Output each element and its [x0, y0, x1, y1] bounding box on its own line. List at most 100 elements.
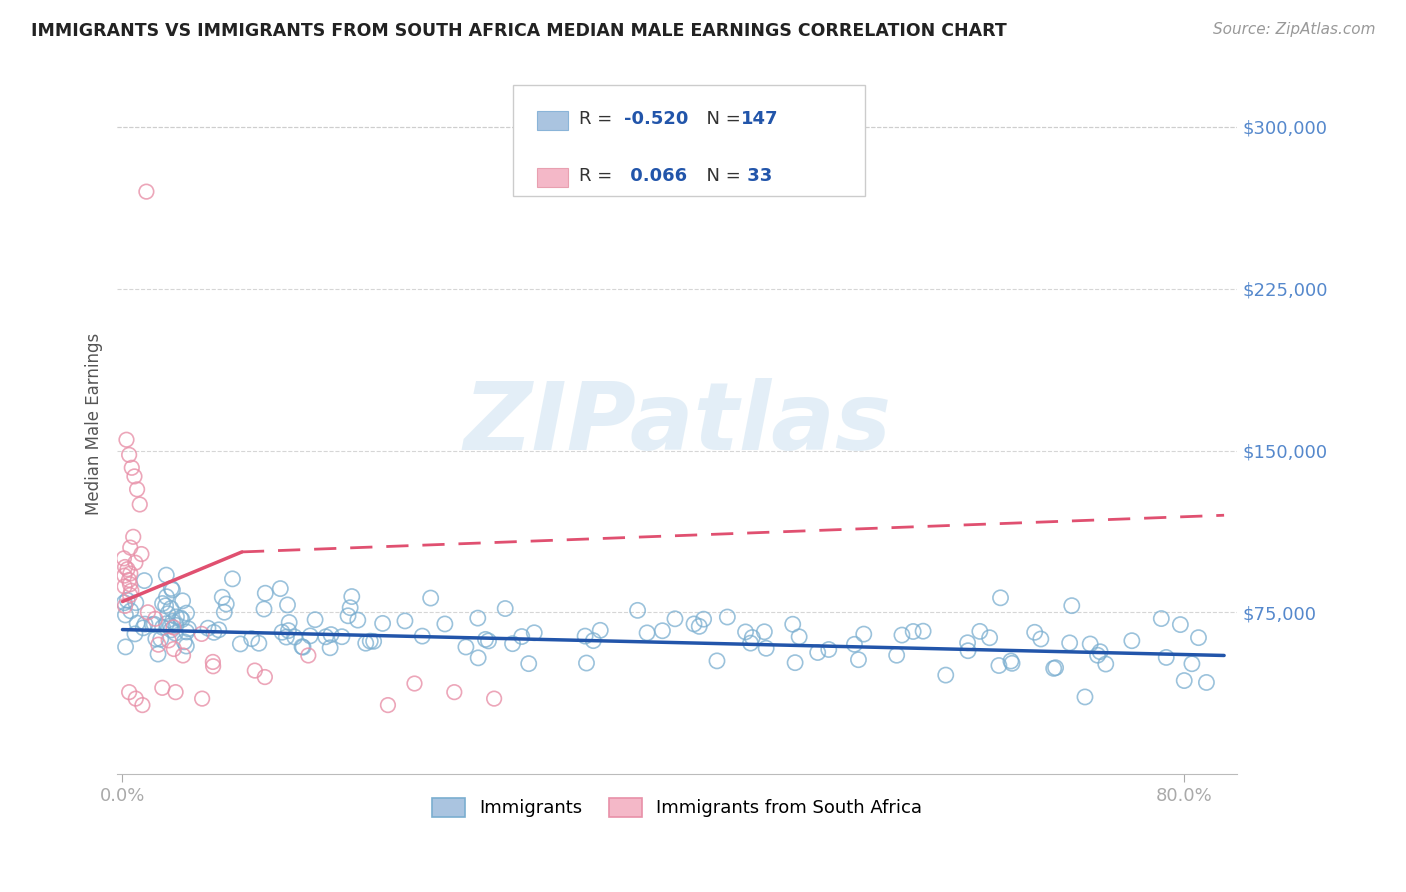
Point	[112, 596, 135, 610]
Point	[482, 691, 505, 706]
Point	[163, 642, 186, 657]
Point	[394, 614, 416, 628]
Point	[128, 498, 150, 512]
Point	[160, 623, 183, 637]
Point	[156, 607, 179, 621]
Point	[118, 588, 141, 602]
Point	[121, 460, 143, 475]
Point	[1173, 673, 1195, 688]
Point	[411, 629, 433, 643]
Point	[782, 617, 804, 632]
Point	[159, 619, 181, 633]
Point	[582, 633, 605, 648]
Point	[494, 601, 516, 615]
Point	[276, 598, 298, 612]
Point	[979, 631, 1001, 645]
Point	[848, 653, 870, 667]
Text: 147: 147	[741, 110, 779, 128]
Point	[1181, 657, 1204, 671]
Point	[304, 613, 326, 627]
Point	[176, 606, 198, 620]
Point	[890, 628, 912, 642]
Point	[844, 637, 866, 651]
Point	[299, 629, 322, 643]
Point	[124, 469, 146, 483]
Point	[1150, 611, 1173, 625]
Point	[284, 630, 307, 644]
Point	[176, 639, 198, 653]
Text: N =: N =	[695, 167, 747, 185]
Point	[1078, 637, 1101, 651]
Point	[454, 640, 477, 654]
Point	[160, 582, 183, 596]
Point	[114, 579, 136, 593]
Point	[155, 616, 177, 631]
Point	[315, 630, 337, 644]
Point	[755, 641, 778, 656]
Point	[297, 648, 319, 663]
Point	[124, 627, 146, 641]
Point	[706, 654, 728, 668]
Point	[134, 574, 156, 588]
Point	[247, 636, 270, 650]
Point	[852, 627, 875, 641]
Point	[957, 643, 980, 657]
Point	[114, 607, 136, 622]
Text: R =: R =	[579, 167, 619, 185]
Point	[523, 625, 546, 640]
Point	[912, 624, 935, 639]
Point	[118, 577, 141, 591]
Point	[170, 613, 193, 627]
Point	[1059, 636, 1081, 650]
Point	[716, 610, 738, 624]
Point	[277, 624, 299, 638]
Point	[214, 605, 236, 619]
Point	[741, 631, 763, 645]
Text: R =: R =	[579, 110, 619, 128]
Point	[1060, 599, 1083, 613]
Point	[477, 634, 499, 648]
Point	[177, 622, 200, 636]
Point	[135, 185, 157, 199]
Point	[253, 602, 276, 616]
Point	[143, 612, 166, 626]
Point	[688, 619, 710, 633]
Point	[157, 633, 180, 648]
Point	[117, 562, 139, 576]
Point	[215, 597, 238, 611]
Point	[190, 627, 212, 641]
Point	[754, 624, 776, 639]
Point	[120, 541, 142, 555]
Point	[787, 630, 810, 644]
Point	[817, 642, 839, 657]
Point	[517, 657, 540, 671]
Point	[201, 655, 224, 669]
Text: Source: ZipAtlas.com: Source: ZipAtlas.com	[1212, 22, 1375, 37]
Point	[169, 611, 191, 625]
Text: N =: N =	[695, 110, 747, 128]
Point	[155, 590, 177, 604]
Legend: Immigrants, Immigrants from South Africa: Immigrants, Immigrants from South Africa	[425, 791, 929, 825]
Point	[354, 636, 377, 650]
Point	[443, 685, 465, 699]
Text: ZIPatlas: ZIPatlas	[463, 377, 891, 469]
Point	[1121, 633, 1143, 648]
Point	[683, 616, 706, 631]
Point	[359, 634, 381, 648]
Point	[901, 624, 924, 639]
Point	[202, 625, 225, 640]
Point	[145, 632, 167, 646]
Point	[651, 624, 673, 638]
Point	[1087, 648, 1109, 663]
Point	[122, 530, 145, 544]
Y-axis label: Median Male Earnings: Median Male Earnings	[86, 333, 103, 515]
Point	[160, 601, 183, 615]
Point	[125, 691, 148, 706]
Point	[785, 656, 807, 670]
Point	[319, 627, 342, 641]
Point	[589, 624, 612, 638]
Point	[208, 623, 231, 637]
Point	[1187, 631, 1209, 645]
Point	[172, 648, 194, 663]
Point	[371, 616, 394, 631]
